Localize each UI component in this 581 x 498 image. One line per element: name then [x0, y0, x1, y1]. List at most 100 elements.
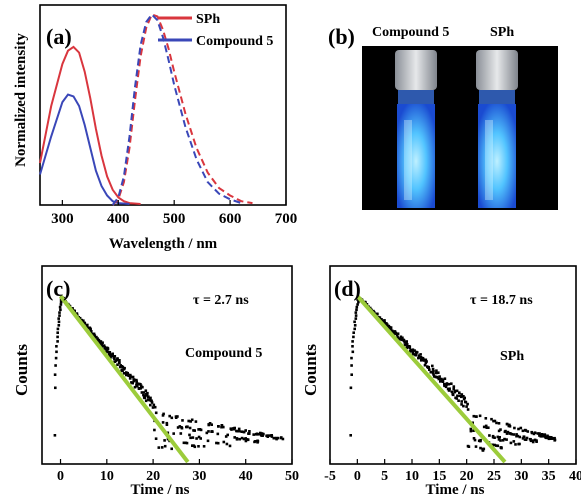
data-point — [413, 349, 416, 352]
data-point — [420, 357, 423, 360]
data-point — [501, 439, 505, 442]
data-point — [437, 371, 440, 374]
data-point — [101, 341, 104, 344]
panel-b-photo: (b) Compound 5 SPh — [328, 24, 558, 210]
data-point — [54, 386, 57, 390]
data-point — [506, 430, 510, 434]
data-point — [505, 438, 508, 441]
data-point — [518, 442, 521, 446]
data-point — [525, 436, 529, 440]
data-point — [208, 422, 212, 425]
data-point — [116, 357, 119, 361]
data-point — [432, 373, 435, 376]
x-tick-label: 40 — [569, 469, 581, 484]
data-point — [176, 415, 179, 418]
data-point — [521, 437, 525, 440]
x-tick-label: 400 — [107, 211, 130, 227]
data-point — [127, 373, 130, 377]
data-point — [485, 426, 489, 429]
data-point — [118, 365, 122, 369]
panel-d-label: (d) — [334, 276, 361, 301]
data-point — [55, 350, 58, 354]
data-point — [121, 369, 124, 373]
data-point — [207, 430, 210, 433]
data-point — [225, 442, 229, 446]
data-point — [391, 330, 395, 333]
data-point — [533, 431, 537, 434]
data-point — [490, 417, 493, 421]
data-point — [146, 398, 150, 401]
data-point — [90, 330, 93, 333]
data-point — [443, 384, 446, 388]
data-point — [124, 372, 128, 375]
data-point — [466, 444, 470, 448]
data-point — [59, 308, 62, 312]
data-point — [505, 422, 509, 426]
data-point — [533, 438, 537, 442]
data-point — [469, 427, 473, 431]
data-point — [254, 440, 257, 443]
data-point — [147, 395, 150, 398]
data-point — [441, 378, 445, 381]
data-point — [388, 327, 391, 331]
data-point — [445, 382, 449, 385]
data-point — [523, 438, 527, 441]
data-point — [420, 359, 423, 362]
data-point — [210, 423, 213, 426]
data-point — [538, 432, 541, 435]
legend-label-sph: SPh — [196, 12, 220, 27]
data-point — [394, 331, 398, 335]
panel-a-series — [39, 12, 253, 206]
data-point — [393, 330, 397, 333]
data-point — [242, 437, 246, 441]
data-point — [492, 419, 495, 423]
data-point — [505, 432, 509, 435]
vial-body — [397, 104, 435, 208]
data-point — [232, 427, 235, 430]
data-point — [233, 436, 236, 439]
data-point — [351, 350, 355, 354]
data-point — [238, 437, 241, 441]
data-point — [126, 371, 129, 375]
panel-c-fit-line — [58, 294, 190, 464]
data-point — [542, 433, 546, 437]
vial-highlight — [485, 120, 493, 200]
panel-d-fit-line — [355, 294, 507, 464]
data-point — [411, 352, 415, 356]
data-point — [519, 426, 523, 430]
data-point — [187, 419, 190, 423]
data-point — [220, 425, 223, 429]
data-point — [240, 436, 244, 440]
data-point — [142, 393, 145, 397]
data-point — [268, 434, 272, 437]
x-tick-label: 30 — [514, 469, 528, 484]
data-point — [472, 437, 476, 440]
series-sph-emission — [111, 13, 253, 206]
data-point — [356, 303, 359, 306]
data-point — [256, 441, 259, 444]
data-point — [207, 423, 210, 426]
data-point — [143, 394, 147, 397]
data-point — [113, 355, 117, 358]
data-point — [222, 425, 225, 429]
x-tick-label: -5 — [324, 469, 336, 484]
data-point — [458, 391, 461, 394]
data-point — [424, 358, 428, 362]
data-point — [419, 353, 422, 356]
data-point — [144, 389, 148, 392]
panel-d-xlabel: Time / ns — [426, 482, 485, 498]
data-point — [116, 363, 119, 366]
data-point — [448, 389, 451, 392]
data-point — [495, 444, 498, 447]
data-point — [353, 320, 356, 324]
data-point — [397, 337, 401, 341]
data-point — [386, 323, 389, 326]
data-point — [132, 378, 135, 381]
data-point — [162, 412, 165, 416]
data-point — [474, 445, 478, 448]
data-point — [391, 332, 395, 335]
x-tick-label: 10 — [100, 469, 114, 484]
data-point — [139, 384, 143, 388]
data-point — [518, 435, 522, 439]
